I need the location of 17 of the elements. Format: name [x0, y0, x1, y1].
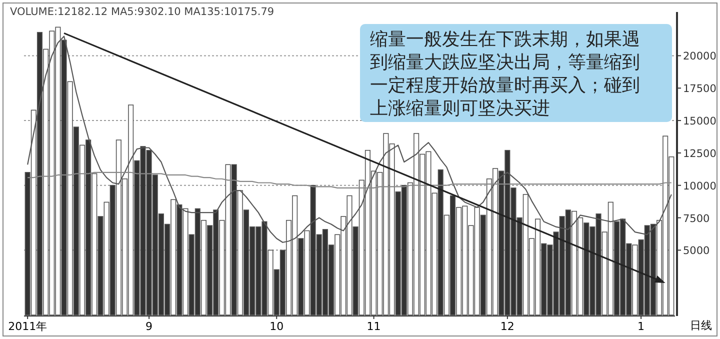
y-tick-label: 5000: [683, 245, 710, 258]
x-tick-label: 12: [500, 320, 514, 333]
chart-title: VOLUME:12182.12 MA5:9302.10 MA135:10175.79: [10, 6, 274, 18]
annotation: 缩量一般发生在下跌末期，如果遇到缩量大跌应坚决出局，等量缩到一定程度开始放量时再买入；碰到上涨缩量则可坚决买进: [370, 29, 640, 119]
y-tick-label: 10000: [683, 180, 716, 192]
line-series: [27, 172, 672, 188]
x-tick-label: 9: [146, 320, 153, 333]
y-tick-label: 7500: [683, 212, 710, 225]
text: 日线: [690, 319, 712, 332]
x-tick-label: 10: [270, 320, 284, 333]
y-tick-label: 12500: [683, 148, 716, 160]
x-tick-label: 2011年: [8, 320, 48, 333]
x-tick-label: 11: [366, 320, 381, 333]
x-tick-label: 1: [638, 320, 645, 333]
y-tick-label: 20000: [683, 50, 716, 63]
y-tick-label: 17500: [683, 83, 716, 96]
y-tick-label: 15000: [683, 116, 716, 128]
